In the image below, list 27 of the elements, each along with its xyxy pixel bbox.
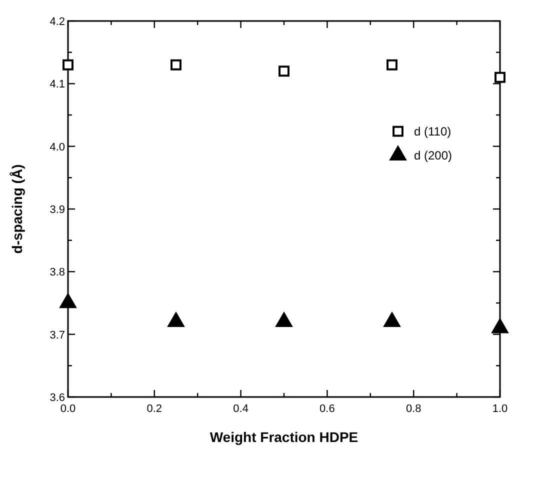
y-tick-label: 4.1 [50, 78, 65, 91]
x-tick-label: 0.2 [146, 403, 162, 415]
y-tick-label: 3.6 [50, 392, 65, 404]
point [276, 312, 292, 327]
y-tick-label: 3.7 [50, 329, 65, 342]
point [384, 312, 400, 327]
legend-label: d (110) [414, 124, 452, 138]
legend-label: d (200) [414, 148, 452, 162]
y-tick-label: 3.8 [50, 266, 65, 279]
point [492, 318, 508, 334]
x-tick-label: 0.4 [233, 403, 248, 415]
point [60, 294, 76, 308]
y-tick-label: 3.9 [50, 204, 65, 216]
point [168, 312, 184, 327]
point [386, 59, 398, 70]
y-tick-label: 4.2 [50, 16, 65, 28]
point [494, 72, 506, 83]
x-tick-label: 0.0 [60, 403, 76, 415]
point [170, 59, 182, 70]
y-tick-label: 4.0 [50, 141, 65, 154]
point [62, 59, 74, 70]
x-tick-label: 1.0 [492, 403, 508, 415]
y-axis-title: d-spacing (Å) [9, 164, 25, 254]
x-tick-label: 0.8 [406, 403, 422, 415]
point [278, 66, 290, 77]
x-tick-label: 0.6 [320, 403, 335, 415]
x-axis-title: Weight Fraction HDPE [210, 429, 358, 445]
